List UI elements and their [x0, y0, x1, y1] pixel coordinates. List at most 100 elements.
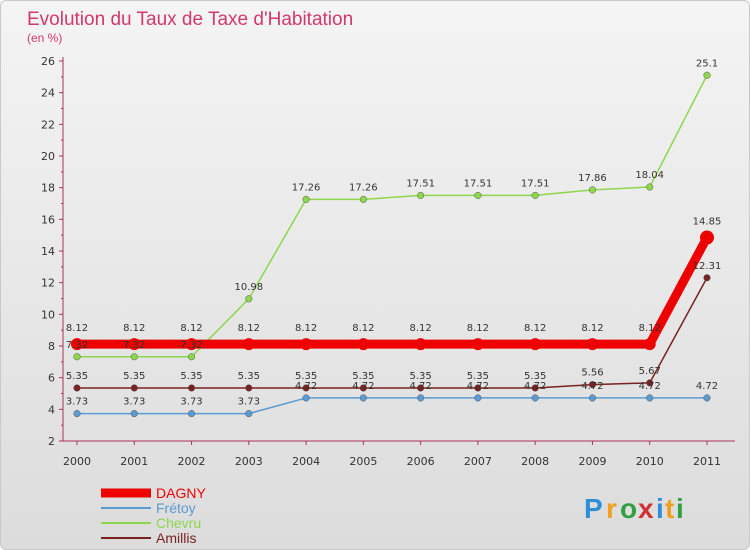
data-point-dagny: [414, 338, 427, 351]
data-point-chevru: [187, 353, 196, 361]
data-point-frétoy: [474, 394, 482, 402]
data-point-dagny: [128, 338, 141, 351]
data-label-frétoy: 4.72: [696, 381, 718, 392]
data-label-frétoy: 3.73: [180, 397, 202, 408]
data-label-chevru: 17.26: [292, 182, 321, 193]
data-point-frétoy: [359, 394, 367, 402]
data-point-amillis: [703, 274, 711, 282]
y-tick-label: 4: [48, 403, 55, 416]
data-point-frétoy: [130, 410, 138, 418]
x-tick-label: 2004: [292, 455, 320, 468]
data-point-amillis: [646, 379, 654, 387]
data-label-dagny: 8.12: [467, 323, 489, 334]
data-point-frétoy: [646, 394, 654, 402]
data-point-chevru: [531, 191, 539, 199]
chart-subtitle: (en %): [27, 31, 62, 45]
x-tick-label: 2010: [636, 455, 664, 468]
data-label-amillis: 5.35: [180, 371, 202, 382]
data-label-amillis: 5.35: [410, 371, 432, 382]
x-tick-label: 2001: [120, 455, 148, 468]
data-point-frétoy: [73, 410, 81, 418]
data-point-chevru: [474, 191, 482, 199]
data-label-chevru: 7.32: [123, 340, 145, 351]
data-point-dagny: [643, 338, 656, 351]
data-point-chevru: [302, 195, 310, 203]
data-label-dagny: 8.12: [295, 323, 317, 334]
data-label-amillis: 5.56: [581, 368, 603, 379]
y-tick-label: 24: [41, 87, 55, 100]
y-tick-label: 20: [41, 150, 55, 163]
data-label-amillis: 5.35: [467, 371, 489, 382]
data-label-chevru: 17.86: [578, 173, 607, 184]
y-tick-label: 22: [41, 118, 55, 131]
series-line-frétoy: [76, 397, 708, 415]
x-tick-label: 2006: [407, 455, 435, 468]
data-label-frétoy: 4.72: [581, 381, 603, 392]
data-label-dagny: 8.12: [123, 323, 145, 334]
data-label-chevru: 25.1: [696, 58, 718, 69]
legend-label-frétoy: Frétoy: [156, 500, 196, 516]
data-point-dagny: [242, 338, 255, 351]
data-label-frétoy: 4.72: [467, 381, 489, 392]
data-label-frétoy: 4.72: [295, 381, 317, 392]
x-tick-label: 2009: [578, 455, 606, 468]
data-label-chevru: 17.26: [349, 182, 378, 193]
data-label-amillis: 5.67: [639, 366, 661, 377]
data-label-amillis: 5.35: [524, 371, 546, 382]
data-label-frétoy: 4.72: [524, 381, 546, 392]
data-point-frétoy: [245, 410, 253, 418]
data-label-dagny: 8.12: [639, 323, 661, 334]
data-point-dagny: [71, 338, 83, 351]
y-tick-label: 2: [48, 435, 55, 448]
logo-letter: t: [665, 493, 674, 524]
x-tick-label: 2005: [349, 455, 377, 468]
data-label-amillis: 5.35: [238, 371, 260, 382]
data-point-dagny: [471, 338, 484, 351]
data-label-frétoy: 3.73: [238, 397, 260, 408]
data-label-amillis: 5.35: [352, 371, 374, 382]
data-label-frétoy: 3.73: [123, 397, 145, 408]
y-tick-label: 14: [41, 245, 55, 258]
data-label-dagny: 8.12: [238, 323, 260, 334]
data-point-dagny: [586, 338, 599, 351]
logo-letter: x: [638, 493, 654, 524]
data-point-frétoy: [302, 394, 310, 402]
data-point-dagny: [300, 338, 313, 351]
data-point-amillis: [130, 384, 138, 392]
data-label-dagny: 8.12: [410, 323, 432, 334]
data-point-chevru: [73, 353, 81, 361]
legend-label-chevru: Chevru: [156, 515, 201, 531]
data-point-amillis: [73, 384, 81, 392]
data-point-chevru: [588, 186, 597, 194]
data-label-dagny: 8.12: [66, 323, 88, 334]
data-point-dagny: [185, 338, 198, 351]
data-point-amillis: [531, 384, 539, 392]
y-tick-label: 8: [48, 340, 55, 353]
data-point-chevru: [359, 195, 367, 203]
series-line-chevru: [76, 74, 708, 358]
data-point-dagny: [700, 230, 714, 245]
data-point-chevru: [646, 183, 654, 191]
y-tick-label: 6: [48, 372, 55, 385]
data-point-chevru: [130, 353, 138, 361]
data-label-frétoy: 3.73: [66, 397, 88, 408]
data-label-dagny: 14.85: [693, 217, 722, 228]
data-point-amillis: [417, 384, 425, 392]
data-label-frétoy: 4.72: [639, 381, 661, 392]
logo-letter: r: [606, 493, 617, 524]
logo-letter: o: [620, 493, 637, 524]
data-label-frétoy: 4.72: [352, 381, 374, 392]
data-label-dagny: 8.12: [581, 323, 603, 334]
chart-title: Evolution du Taux de Taxe d'Habitation: [27, 9, 353, 30]
data-label-amillis: 12.31: [693, 261, 722, 272]
y-tick-label: 12: [41, 277, 55, 290]
data-label-amillis: 5.35: [295, 371, 317, 382]
data-label-dagny: 8.12: [180, 323, 202, 334]
y-tick-label: 10: [41, 308, 55, 321]
x-tick-label: 2000: [63, 455, 91, 468]
data-point-frétoy: [531, 394, 539, 402]
data-label-dagny: 8.12: [352, 323, 374, 334]
data-label-chevru: 17.51: [521, 178, 550, 189]
